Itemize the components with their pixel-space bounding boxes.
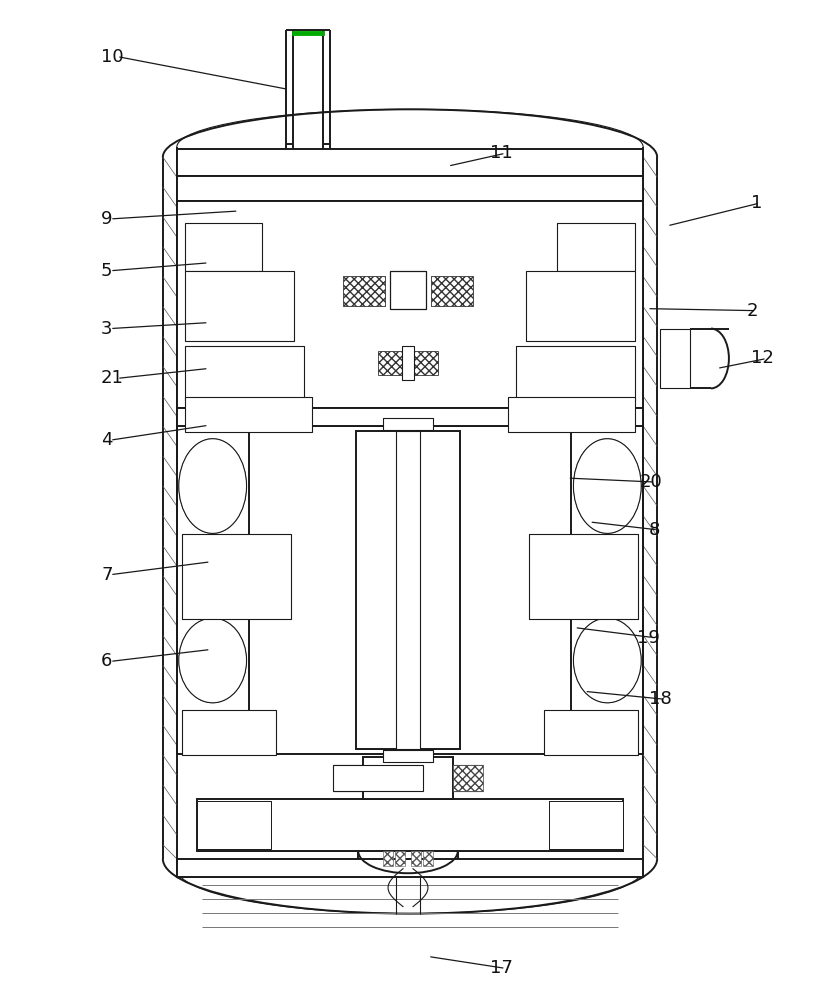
Bar (423, 851, 433, 866)
Bar (343, 276, 385, 306)
Bar (548, 801, 623, 849)
Bar (181, 710, 276, 755)
Bar (356, 431, 460, 749)
Bar (516, 346, 636, 400)
Bar (176, 176, 643, 201)
Bar (176, 176, 643, 201)
Bar (516, 346, 636, 400)
Text: 19: 19 (637, 629, 660, 647)
Ellipse shape (574, 618, 641, 703)
Ellipse shape (574, 618, 641, 703)
Text: 20: 20 (639, 473, 662, 491)
Text: 5: 5 (101, 262, 113, 280)
Bar (431, 276, 473, 306)
Bar (383, 750, 433, 762)
Bar (394, 196, 422, 413)
Bar (176, 201, 643, 408)
Bar (363, 757, 453, 799)
Text: 6: 6 (101, 652, 113, 670)
Bar (411, 851, 421, 866)
Bar (176, 149, 643, 176)
Bar (525, 271, 636, 341)
Bar (181, 534, 292, 619)
Text: 17: 17 (489, 959, 512, 977)
Bar (185, 397, 312, 432)
Bar (529, 534, 638, 619)
Bar (197, 801, 271, 849)
Bar (383, 750, 433, 762)
Bar (333, 765, 423, 791)
Ellipse shape (179, 439, 247, 533)
Bar (185, 397, 312, 432)
Text: 4: 4 (101, 431, 113, 449)
Bar (185, 271, 294, 341)
Bar (557, 223, 636, 271)
Bar (414, 351, 438, 375)
Bar (185, 223, 262, 271)
Ellipse shape (574, 439, 641, 533)
Bar (383, 851, 393, 866)
Bar (176, 149, 643, 176)
Bar (197, 801, 271, 849)
Ellipse shape (179, 618, 247, 703)
Bar (390, 271, 426, 309)
Text: 3: 3 (101, 320, 113, 338)
Text: 12: 12 (751, 349, 774, 367)
Text: 18: 18 (650, 690, 672, 708)
Text: 21: 21 (101, 369, 124, 387)
Bar (390, 271, 426, 309)
Bar (197, 799, 623, 851)
Bar (660, 329, 690, 388)
Bar (543, 710, 638, 755)
Bar (548, 801, 623, 849)
Bar (383, 418, 433, 430)
Bar (507, 397, 636, 432)
Bar (181, 534, 292, 619)
Bar (396, 431, 420, 749)
Bar (378, 351, 402, 375)
Bar (176, 859, 643, 877)
Text: 8: 8 (650, 521, 661, 539)
Bar (557, 223, 636, 271)
Bar (185, 346, 305, 400)
Text: 7: 7 (101, 566, 113, 584)
Bar (185, 223, 262, 271)
Bar (529, 534, 638, 619)
Bar (395, 851, 405, 866)
Ellipse shape (179, 618, 247, 703)
Bar (543, 710, 638, 755)
Bar (453, 765, 483, 791)
Bar (383, 418, 433, 430)
Bar (176, 201, 643, 408)
Bar (660, 329, 690, 388)
Bar (402, 346, 414, 380)
Bar (356, 431, 460, 749)
Text: 11: 11 (489, 144, 512, 162)
Bar (333, 765, 363, 791)
Bar (176, 408, 643, 426)
Bar (197, 799, 623, 851)
Text: 2: 2 (747, 302, 758, 320)
Text: 1: 1 (751, 194, 762, 212)
Bar (176, 859, 643, 877)
Bar (176, 408, 643, 426)
Text: 9: 9 (101, 210, 113, 228)
Bar (525, 271, 636, 341)
Bar (363, 757, 453, 799)
Bar (507, 397, 636, 432)
Bar (185, 346, 305, 400)
Ellipse shape (179, 439, 247, 533)
Bar (181, 710, 276, 755)
Bar (185, 271, 294, 341)
Ellipse shape (574, 439, 641, 533)
Text: 10: 10 (101, 48, 123, 66)
